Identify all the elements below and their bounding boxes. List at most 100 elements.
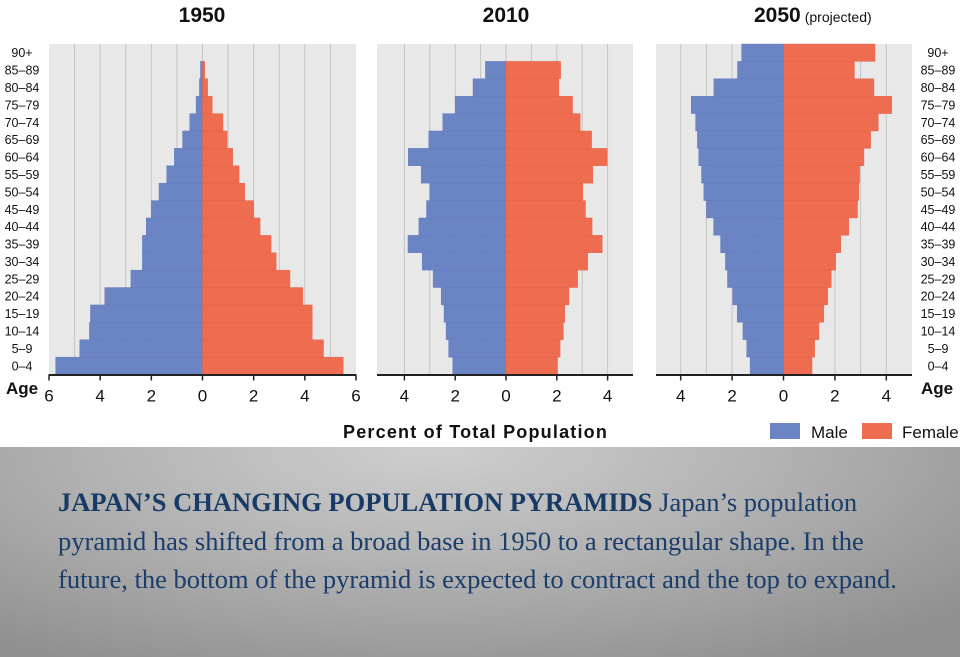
bar-female-70–74 (505, 113, 581, 132)
bar-female-75–79 (505, 95, 573, 114)
age-label-left: 65–69 (5, 133, 40, 147)
bar-female-30–34 (783, 252, 836, 271)
panel-subtitle: (projected) (805, 9, 872, 25)
bar-female-50–54 (783, 182, 860, 201)
age-label-left: 25–29 (5, 272, 40, 286)
x-tick-label: 6 (351, 387, 360, 406)
age-label-right: 50–54 (921, 185, 956, 199)
legend-label-male: Male (811, 423, 848, 442)
bar-male-15–19 (443, 304, 507, 323)
age-label-left: 5–9 (12, 342, 33, 356)
bar-female-10–14 (202, 322, 313, 340)
bar-male-40–44 (146, 217, 203, 236)
x-tick-label: 4 (400, 387, 409, 406)
bar-male-70–74 (695, 113, 784, 132)
bar-male-10–14 (742, 322, 784, 340)
age-label-right: 0–4 (928, 359, 949, 373)
bar-male-65–69 (428, 130, 507, 149)
bar-female-5–9 (783, 339, 815, 358)
bar-female-0–4 (783, 356, 813, 375)
bar-female-75–79 (783, 95, 892, 114)
bar-female-60–64 (783, 148, 865, 166)
x-axis-label: Percent of Total Population (343, 422, 608, 442)
bar-female-85–89 (202, 61, 206, 79)
x-tick-label: 4 (300, 387, 309, 406)
panel-2010: 4 2 0 2 4 2010 (377, 4, 633, 406)
bar-male-40–44 (713, 217, 784, 236)
bar-male-85–89 (200, 61, 203, 79)
bar-male-85–89 (737, 61, 784, 79)
legend-label-female: Female (902, 423, 959, 442)
bar-male-45–49 (151, 200, 203, 219)
bar-male-50–54 (703, 182, 784, 201)
bar-male-70–74 (189, 113, 203, 132)
age-label-left: 55–59 (5, 168, 40, 182)
bar-female-30–34 (505, 252, 588, 271)
bar-male-30–34 (421, 252, 507, 271)
bar-male-90+ (741, 43, 784, 62)
bar-female-15–19 (505, 304, 565, 323)
bar-male-0–4 (749, 356, 784, 375)
age-label-left: 45–49 (5, 203, 40, 217)
bar-female-50–54 (202, 182, 245, 201)
caption-band: JAPAN’S CHANGING POPULATION PYRAMIDS Jap… (0, 447, 960, 657)
age-label-right: 65–69 (921, 133, 956, 147)
age-label-right: 45–49 (921, 203, 956, 217)
bar-male-65–69 (182, 130, 203, 149)
panel-2050: 4 2 0 2 4 2050 (projected) (656, 4, 912, 406)
age-label-left: 90+ (11, 46, 32, 60)
age-axis-title-left: Age (6, 379, 38, 398)
x-tick-label: 2 (830, 387, 839, 406)
age-label-left: 50–54 (5, 185, 40, 199)
bar-male-25–29 (727, 269, 784, 288)
panel-1950: 6 4 2 0 2 4 6 1950 (44, 4, 360, 406)
bar-female-5–9 (202, 339, 324, 358)
figure-caption: JAPAN’S CHANGING POPULATION PYRAMIDS Jap… (58, 483, 918, 599)
age-label-left: 0–4 (12, 359, 33, 373)
age-axis-title-right: Age (921, 379, 953, 398)
bar-male-10–14 (89, 322, 203, 340)
age-label-right: 15–19 (921, 307, 956, 321)
bar-male-75–79 (455, 95, 507, 114)
age-label-left: 35–39 (5, 238, 40, 252)
age-label-right: 40–44 (921, 220, 956, 234)
bar-male-70–74 (442, 113, 507, 132)
bar-female-10–14 (783, 322, 820, 340)
x-tick-label: 4 (603, 387, 612, 406)
bar-male-55–59 (420, 165, 507, 184)
panels-layer: 6 4 2 0 2 4 6 1950 4 2 0 2 4 2010 4 2 0 2 4 2050 (projected) (44, 4, 912, 406)
x-tick-label: 0 (779, 387, 788, 406)
legend: Male Female (770, 423, 959, 442)
bar-male-0–4 (55, 356, 203, 375)
bar-male-35–39 (407, 235, 507, 253)
age-label-right: 5–9 (928, 342, 949, 356)
bar-male-60–64 (174, 148, 203, 166)
x-tick-label: 6 (44, 387, 53, 406)
age-label-left: 10–14 (5, 325, 40, 339)
age-label-left: 20–24 (5, 290, 40, 304)
age-label-right: 25–29 (921, 272, 956, 286)
bar-male-80–84 (713, 78, 784, 97)
bar-male-20–24 (732, 287, 784, 306)
age-label-right: 30–34 (921, 255, 956, 269)
bar-female-65–69 (505, 130, 592, 149)
bar-male-50–54 (429, 182, 507, 201)
bar-female-50–54 (505, 182, 583, 201)
legend-swatch-female (862, 423, 892, 439)
x-tick-label: 2 (552, 387, 561, 406)
bar-female-80–84 (783, 78, 875, 97)
bar-male-60–64 (408, 148, 507, 166)
caption-title: JAPAN’S CHANGING POPULATION PYRAMIDS (58, 487, 653, 517)
bar-male-25–29 (130, 269, 203, 288)
bar-female-25–29 (202, 269, 291, 288)
bar-female-85–89 (505, 61, 561, 79)
bar-female-40–44 (202, 217, 261, 236)
bar-female-20–24 (505, 287, 570, 306)
bar-female-55–59 (783, 165, 860, 184)
bar-female-45–49 (505, 200, 586, 219)
bar-male-0–4 (452, 356, 507, 375)
panel-title: 2010 (483, 4, 530, 27)
bar-female-45–49 (783, 200, 858, 219)
bar-male-75–79 (691, 95, 784, 114)
bar-female-55–59 (505, 165, 594, 184)
